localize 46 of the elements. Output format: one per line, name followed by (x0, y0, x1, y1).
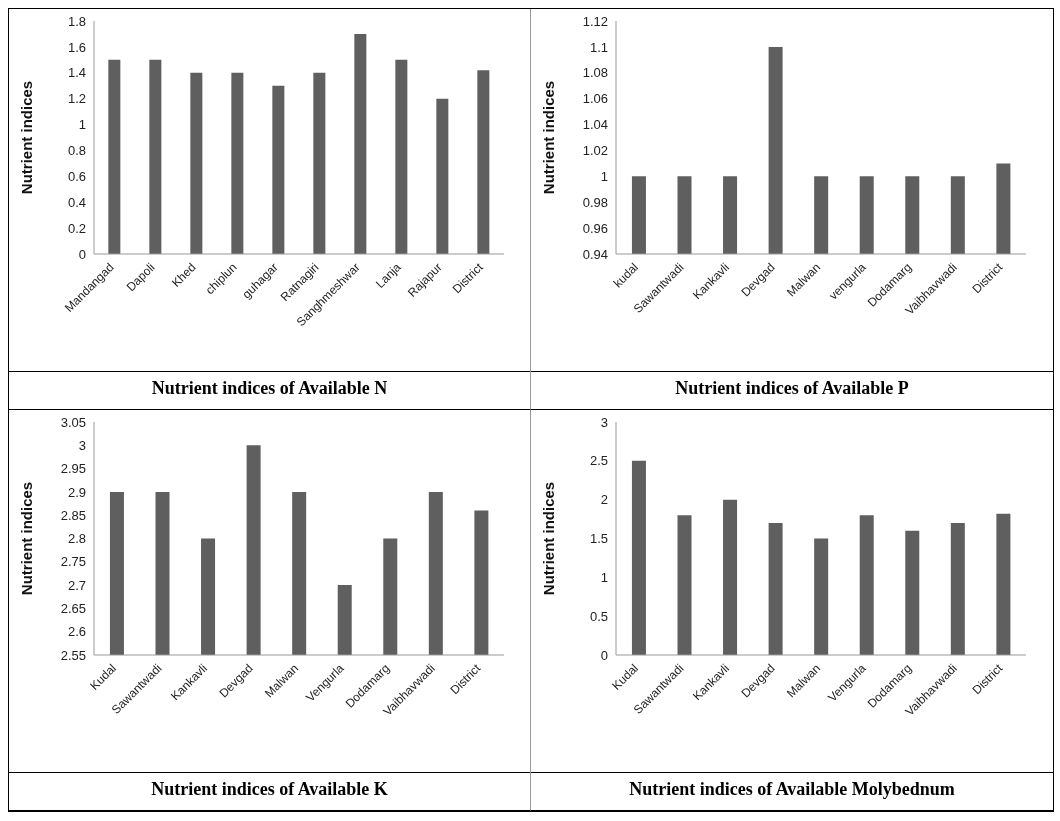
y-axis-title: Nutrient indices (540, 481, 558, 596)
y-tick-label: 0.96 (582, 220, 608, 236)
y-tick-label: 3 (78, 437, 86, 453)
y-tick-label: 2.75 (60, 554, 86, 570)
y-axis-title: Nutrient indices (540, 80, 558, 195)
y-tick-label: 2.7 (67, 577, 86, 593)
y-tick-label: 0.4 (67, 194, 86, 210)
y-axis-title: Nutrient indices (18, 481, 36, 596)
y-tick-label: 1.04 (582, 117, 608, 133)
y-tick-label: 1.6 (67, 39, 86, 55)
text: Nutrient indices of Available Molybednum (531, 772, 1053, 800)
y-tick-label: 2 (600, 492, 608, 508)
text: Nutrient indices of Available P (531, 371, 1053, 399)
y-tick-label: 2.95 (60, 461, 86, 477)
y-tick-label: 0.5 (589, 608, 608, 624)
y-tick-label: 1.5 (589, 531, 608, 547)
y-tick-label: 1 (600, 569, 608, 585)
y-tick-label: 1.4 (67, 65, 86, 81)
y-tick-label: 1.1 (589, 39, 608, 55)
y-tick-label: 2.5 (589, 453, 608, 469)
y-tick-label: 1 (600, 168, 608, 184)
y-tick-label: 0 (78, 246, 86, 262)
y-tick-label: 3.05 (60, 414, 86, 430)
y-tick-label: 1.2 (67, 91, 86, 107)
y-tick-label: 0 (600, 647, 608, 663)
y-tick-label: 2.6 (67, 624, 86, 640)
y-tick-label: 1.02 (582, 143, 608, 159)
y-tick-label: 1.08 (582, 65, 608, 81)
y-tick-label: 2.55 (60, 647, 86, 663)
y-tick-label: 0.6 (67, 168, 86, 184)
text: Nutrient indices of Available N (9, 371, 530, 399)
y-tick-label: 1.8 (67, 13, 86, 29)
y-tick-label: 2.65 (60, 601, 86, 617)
y-tick-label: 1.12 (582, 13, 608, 29)
y-tick-label: 2.9 (67, 484, 86, 500)
y-tick-label: 0.8 (67, 143, 86, 159)
text: Nutrient indices of Available K (9, 772, 530, 800)
y-tick-label: 0.94 (582, 246, 608, 262)
y-tick-label: 3 (600, 414, 608, 430)
y-tick-label: 1.06 (582, 91, 608, 107)
y-tick-label: 2.8 (67, 531, 86, 547)
y-tick-label: 1 (78, 117, 86, 133)
y-tick-label: 2.85 (60, 507, 86, 523)
y-tick-label: 0.98 (582, 194, 608, 210)
y-axis-title: Nutrient indices (18, 80, 36, 195)
y-tick-label: 0.2 (67, 220, 86, 236)
